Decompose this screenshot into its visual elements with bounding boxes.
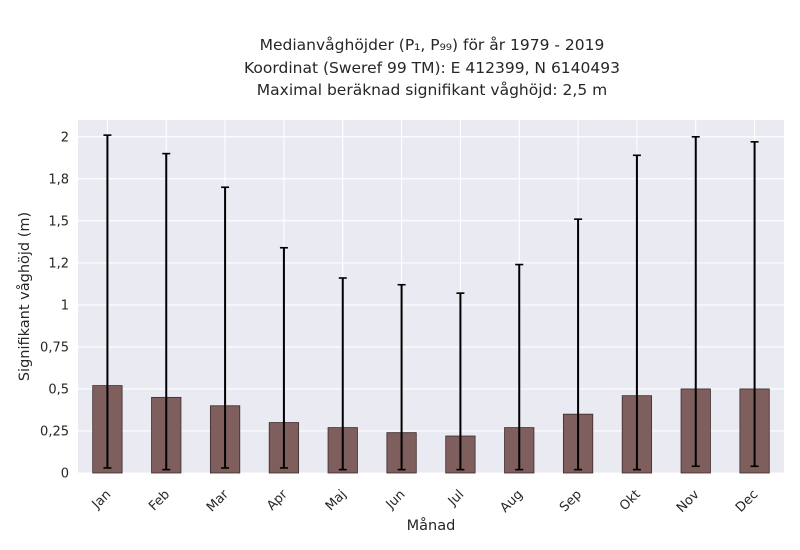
- y-tick-labels: 0 0,25 0,5 0,75 1 1,2 1,5 1,8 2: [40, 130, 69, 481]
- y-tick-label: 0: [61, 467, 69, 482]
- y-tick-label: 1: [61, 298, 69, 313]
- y-tick-label: 1,8: [48, 172, 69, 187]
- x-tick-label: Dec: [733, 487, 761, 515]
- chart-title-line-3: Maximal beräknad signifikant våghöjd: 2,…: [256, 81, 608, 99]
- y-tick-label: 2: [61, 130, 69, 145]
- x-tick-label: Apr: [264, 487, 291, 514]
- chart-title-line-1: Medianvåghöjder (P₁, P₉₉) för år 1979 - …: [259, 36, 605, 54]
- error-bars: [103, 134, 759, 471]
- y-tick-label: 0,5: [48, 382, 69, 397]
- x-tick-label: Maj: [323, 487, 350, 514]
- x-tick-label: Jul: [445, 487, 467, 509]
- x-tick-label: Aug: [498, 487, 527, 516]
- x-tick-label: Sep: [557, 487, 585, 515]
- x-tick-label: Jan: [89, 487, 114, 512]
- y-tick-label: 0,75: [40, 340, 69, 355]
- y-tick-label: 1,2: [48, 256, 69, 271]
- x-tick-label: Okt: [617, 487, 644, 514]
- y-tick-label: 1,5: [48, 214, 69, 229]
- plot-area: [78, 120, 784, 473]
- y-tick-label: 0,25: [40, 424, 69, 439]
- chart-title-line-2: Koordinat (Sweref 99 TM): E 412399, N 61…: [244, 59, 620, 77]
- x-tick-labels: Jan Feb Mar Apr Maj Jun Jul Aug Sep Okt Nov Dec: [89, 487, 762, 516]
- y-axis-label: Signifikant våghöjd (m): [16, 212, 33, 381]
- x-tick-label: Mar: [204, 487, 232, 515]
- x-tick-label: Nov: [674, 487, 703, 516]
- x-axis-label: Månad: [407, 517, 456, 534]
- x-tick-label: Jun: [383, 487, 409, 513]
- x-tick-label: Feb: [146, 487, 173, 514]
